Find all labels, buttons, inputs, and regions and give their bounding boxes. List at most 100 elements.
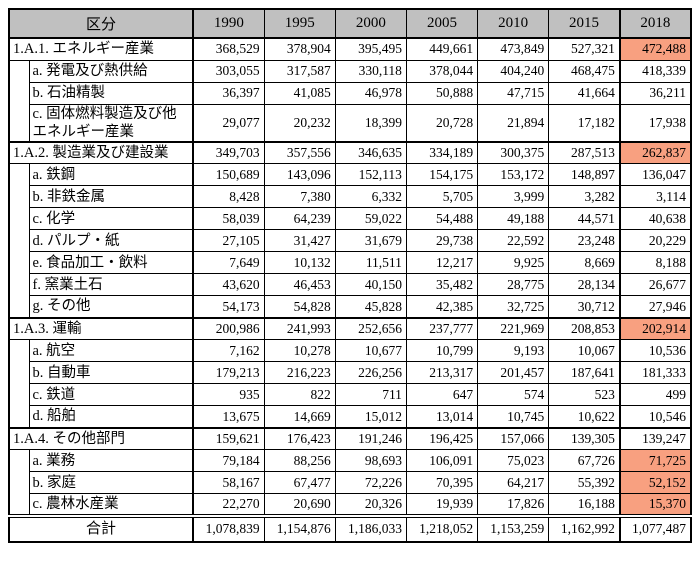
value-cell: 221,969 [477, 316, 550, 341]
sub-row: d. 船舶 13,675 14,669 15,012 13,014 10,745 10,62… [9, 405, 693, 429]
value-cell: 64,239 [263, 207, 336, 231]
value-cell: 9,925 [477, 251, 550, 275]
value-cell: 10,799 [405, 339, 479, 363]
value-cell: 31,679 [334, 229, 407, 253]
value-cell: 378,044 [405, 59, 479, 83]
value-cell: 8,188 [618, 251, 693, 275]
sub-row: e. 食品加工・飲料 7,649 10,132 11,511 12,217 9,925 8,… [9, 251, 693, 275]
value-cell: 139,305 [548, 426, 621, 451]
value-cell: 40,150 [334, 273, 407, 297]
sub-row: b. 家庭 58,167 67,477 72,226 70,395 64,217 55,39… [9, 471, 693, 495]
value-cell: 237,777 [405, 316, 479, 341]
value-cell: 12,217 [405, 251, 479, 275]
value-cell: 3,282 [548, 185, 621, 209]
value-cell: 10,067 [548, 339, 621, 363]
sub-row: c. 化学 58,039 64,239 59,022 54,488 49,188 44,57… [9, 207, 693, 231]
value-cell: 241,993 [263, 316, 336, 341]
value-cell: 179,213 [192, 361, 265, 385]
value-cell: 64,217 [477, 471, 550, 495]
value-cell: 54,488 [405, 207, 479, 231]
value-cell: 472,488 [618, 37, 693, 61]
value-cell: 36,397 [192, 81, 265, 105]
sub-row: a. 業務 79,184 88,256 98,693 106,091 75,023 67,7… [8, 449, 693, 517]
value-cell: 317,587 [263, 59, 336, 83]
value-cell: 1,154,876 [263, 513, 336, 543]
value-cell: 59,022 [334, 207, 407, 231]
value-cell: 35,482 [405, 273, 479, 297]
value-cell: 17,938 [618, 103, 693, 143]
value-cell: 181,333 [618, 361, 693, 385]
sub-row-label: a. 業務 [28, 449, 195, 473]
value-cell: 154,175 [405, 163, 479, 187]
total-label: 合計 [8, 513, 195, 543]
value-cell: 191,246 [334, 426, 407, 451]
value-cell: 106,091 [405, 449, 479, 473]
sub-row: c. 農林水産業 22,270 20,690 20,326 19,939 17,826 16… [9, 493, 693, 517]
value-cell: 67,726 [548, 449, 621, 473]
value-cell: 41,085 [263, 81, 336, 105]
section-row: 1.A.1. エネルギー産業 368,529 378,904 395,495 449,6… [8, 37, 693, 61]
value-cell: 40,638 [618, 207, 693, 231]
value-cell: 287,513 [548, 140, 621, 165]
value-cell: 368,529 [192, 37, 265, 61]
value-cell: 449,661 [405, 37, 479, 61]
sub-row: a. 航空 7,162 10,278 10,677 10,799 9,193 10,067 1… [8, 339, 693, 429]
value-cell: 45,828 [334, 295, 407, 319]
value-cell: 711 [334, 383, 407, 407]
value-cell: 58,039 [192, 207, 265, 231]
value-cell: 98,693 [334, 449, 407, 473]
header-year-2000: 2000 [334, 8, 407, 39]
value-cell: 15,370 [618, 493, 693, 517]
value-cell: 395,495 [334, 37, 407, 61]
value-cell: 32,725 [477, 295, 550, 319]
indent-gutter [8, 339, 30, 429]
value-cell: 216,223 [263, 361, 336, 385]
section-label: 1.A.4. その他部門 [8, 426, 195, 451]
sub-row: b. 石油精製 36,397 41,085 46,978 50,888 47,715 41,… [9, 81, 693, 105]
value-cell: 213,317 [405, 361, 479, 385]
value-cell: 9,193 [477, 339, 550, 363]
sub-row-label: c. 鉄道 [28, 383, 195, 407]
value-cell: 159,621 [192, 426, 265, 451]
table-body: 1.A.1. エネルギー産業 368,529 378,904 395,495 449,6… [8, 37, 693, 543]
sub-row-label: d. パルプ・紙 [28, 229, 195, 253]
header-category: 区分 [8, 8, 195, 39]
value-cell: 72,226 [334, 471, 407, 495]
header-year-1995: 1995 [263, 8, 336, 39]
value-cell: 28,775 [477, 273, 550, 297]
header-year-1990: 1990 [192, 8, 265, 39]
section-label: 1.A.2. 製造業及び建設業 [8, 140, 195, 165]
value-cell: 139,247 [618, 426, 693, 451]
section-label: 1.A.3. 運輸 [8, 316, 195, 341]
value-cell: 10,132 [263, 251, 336, 275]
indent-gutter [8, 163, 30, 319]
value-cell: 29,738 [405, 229, 479, 253]
sub-row: a. 発電及び熱供給 303,055 317,587 330,118 378,044 40… [8, 59, 693, 143]
value-cell: 1,218,052 [405, 513, 479, 543]
value-cell: 17,182 [548, 103, 621, 143]
value-cell: 21,894 [477, 103, 550, 143]
value-cell: 157,066 [477, 426, 550, 451]
sub-row: b. 自動車 179,213 216,223 226,256 213,317 201,45… [9, 361, 693, 385]
header-year-2015: 2015 [548, 8, 621, 39]
value-cell: 226,256 [334, 361, 407, 385]
value-cell: 136,047 [618, 163, 693, 187]
value-cell: 252,656 [334, 316, 407, 341]
value-cell: 499 [618, 383, 693, 407]
sub-row-label: c. 化学 [28, 207, 195, 231]
value-cell: 88,256 [263, 449, 336, 473]
value-cell: 1,078,839 [192, 513, 265, 543]
value-cell: 3,114 [618, 185, 693, 209]
section-row: 1.A.2. 製造業及び建設業 349,703 357,556 346,635 334,… [8, 140, 693, 165]
value-cell: 148,897 [548, 163, 621, 187]
value-cell: 79,184 [192, 449, 265, 473]
value-cell: 54,828 [263, 295, 336, 319]
section-row: 1.A.4. その他部門 159,621 176,423 191,246 196,425… [8, 426, 693, 451]
value-cell: 357,556 [263, 140, 336, 165]
header-year-2018: 2018 [618, 8, 692, 39]
value-cell: 27,105 [192, 229, 265, 253]
value-cell: 10,278 [263, 339, 336, 363]
value-cell: 27,946 [618, 295, 693, 319]
value-cell: 574 [477, 383, 550, 407]
indent-gutter [8, 449, 30, 517]
